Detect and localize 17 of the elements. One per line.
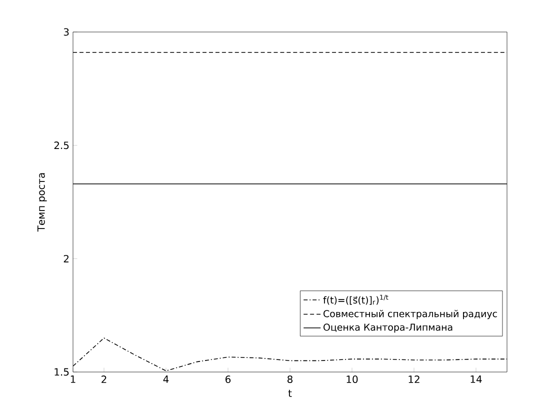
x-tick-label: 10 bbox=[346, 376, 358, 384]
legend-label: f(t)=([s⃗(t)]$_{r}$)$^{1/t}$ bbox=[323, 294, 388, 305]
y-tick-label: 1.5 bbox=[54, 368, 69, 376]
y-tick-label: 2.5 bbox=[54, 142, 69, 150]
y-tick-label: 2 bbox=[64, 254, 68, 262]
x-tick-label: 2 bbox=[102, 376, 106, 383]
x-tick-label: 12 bbox=[408, 376, 420, 383]
x-axis-title: t bbox=[288, 390, 292, 397]
legend-label: Оценка Кантора-Липмана bbox=[324, 324, 452, 333]
y-tick-label: 3 bbox=[64, 28, 69, 36]
legend-label: Совместный спектральный радиус bbox=[324, 310, 497, 320]
x-tick-label: 8 bbox=[288, 376, 292, 384]
y-axis-title: Темп роста bbox=[37, 173, 47, 232]
x-tick-label: 4 bbox=[163, 376, 169, 383]
x-tick-label: 6 bbox=[226, 376, 231, 384]
x-tick-label: 14 bbox=[470, 376, 482, 383]
x-tick-label: 1 bbox=[70, 376, 76, 383]
